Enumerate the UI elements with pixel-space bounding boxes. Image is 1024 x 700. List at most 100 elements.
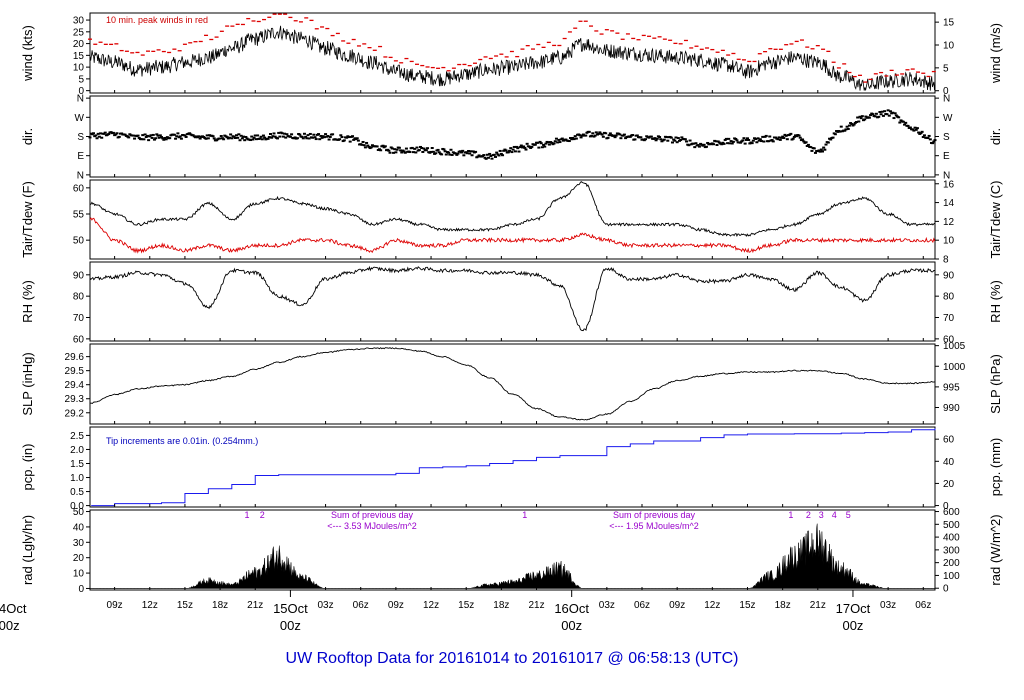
rh-panel-frame: [89, 261, 936, 342]
radiation-hour-mark: 2: [806, 510, 811, 520]
temp-right-tick-label: 12: [943, 217, 955, 228]
slp-left-tick-label: 29.6: [65, 352, 85, 363]
temp-left-tick-label: 55: [73, 210, 85, 221]
dir-right-axis-label: dir.: [988, 128, 1003, 145]
pcp-right-tick-label: 0: [943, 501, 949, 512]
wind-right-tick-label: 0: [943, 86, 949, 97]
radiation-daily-sum-title: Sum of previous day: [331, 510, 414, 520]
temp-left-axis-label: Tair/Tdew (F): [20, 181, 35, 258]
wind-left-tick-label: 10: [73, 63, 85, 74]
pcp-right-tick-label: 40: [943, 457, 955, 468]
radiation-hour-mark: 1: [245, 510, 250, 520]
pcp-left-tick-label: 1.0: [70, 473, 84, 484]
hour-tick-label: 21z: [810, 600, 826, 611]
radiation-daily-sum-value: <--- 1.95 MJoules/m^2: [609, 521, 699, 531]
wind-left-tick-label: 5: [78, 74, 84, 85]
pcp-left-tick-label: 2.0: [70, 445, 84, 456]
hour-tick-label: 12z: [423, 600, 439, 611]
rad-right-tick-label: 500: [943, 520, 960, 531]
pcp-left-tick-label: 0.5: [70, 487, 84, 498]
solar-radiation-series: [89, 523, 936, 589]
rh-right-tick-label: 70: [943, 313, 955, 324]
radiation-hour-mark: 5: [846, 510, 851, 520]
slp-left-tick-label: 29.5: [65, 366, 85, 377]
hour-tick-label: 15z: [739, 600, 755, 611]
rh-right-tick-label: 60: [943, 334, 955, 345]
rad-left-tick-label: 20: [73, 553, 85, 564]
hour-tick-label: 21z: [247, 600, 263, 611]
rad-left-tick-label: 0: [78, 584, 84, 595]
dir-left-tick-label: S: [77, 132, 84, 143]
hour-tick-label: 18z: [775, 600, 791, 611]
rad-right-tick-label: 600: [943, 507, 960, 518]
hour-tick-label: 15z: [458, 600, 474, 611]
rad-left-tick-label: 30: [73, 538, 85, 549]
rad-left-tick-label: 40: [73, 522, 85, 533]
wind-left-axis-label: wind (kts): [20, 25, 35, 82]
wind-right-tick-label: 10: [943, 41, 955, 52]
dir-left-tick-label: N: [77, 94, 84, 105]
rh-left-tick-label: 70: [73, 313, 85, 324]
hour-tick-label: 03z: [599, 600, 615, 611]
air-temperature-series: [89, 181, 936, 238]
dir-right-tick-label: E: [943, 151, 950, 162]
rh-left-tick-label: 90: [73, 270, 85, 281]
radiation-hour-mark: 4: [832, 510, 837, 520]
dir-left-tick-label: W: [75, 113, 85, 124]
slp-right-tick-label: 1005: [943, 341, 966, 352]
dir-panel-frame: [89, 95, 936, 178]
dewpoint-series: [89, 217, 936, 254]
pcp-right-tick-label: 20: [943, 479, 955, 490]
day-hour-label: 00z: [0, 618, 20, 633]
rad-left-tick-label: 10: [73, 569, 85, 580]
day-hour-label: 00z: [561, 618, 582, 633]
wind-right-tick-label: 15: [943, 18, 955, 29]
pcp-left-axis-label: pcp. (in): [20, 444, 35, 491]
slp-panel-frame: [89, 343, 936, 425]
rad-right-tick-label: 200: [943, 558, 960, 569]
wind-panel-frame: [89, 12, 936, 94]
hour-tick-label: 18z: [212, 600, 228, 611]
rad-left-axis-label: rad (Lgly/hr): [20, 515, 35, 585]
rad-right-tick-label: 100: [943, 571, 960, 582]
hour-tick-label: 12z: [142, 600, 158, 611]
hour-tick-label: 15z: [177, 600, 193, 611]
tip-increment-annotation: Tip increments are 0.01in. (0.254mm.): [106, 436, 258, 446]
rad-right-tick-label: 400: [943, 533, 960, 544]
temp-right-tick-label: 8: [943, 255, 949, 266]
wind-left-tick-label: 25: [73, 27, 85, 38]
rh-left-tick-label: 60: [73, 334, 85, 345]
rh-right-tick-label: 90: [943, 270, 955, 281]
hour-tick-label: 06z: [353, 600, 369, 611]
dir-left-tick-label: N: [77, 170, 84, 181]
footer-title: UW Rooftop Data for 20161014 to 20161017…: [285, 650, 739, 667]
radiation-daily-sum-value: <--- 3.53 MJoules/m^2: [327, 521, 417, 531]
pcp-left-tick-label: 2.5: [70, 431, 84, 442]
pcp-panel-frame: [89, 426, 936, 508]
wind-left-tick-label: 30: [73, 16, 85, 27]
peak-wind-annotation: 10 min. peak winds in red: [106, 15, 208, 25]
dir-left-tick-label: E: [77, 151, 84, 162]
temp-right-tick-label: 10: [943, 236, 955, 247]
day-hour-label: 00z: [842, 618, 863, 633]
rh-right-tick-label: 80: [943, 292, 955, 303]
wind-right-tick-label: 5: [943, 63, 949, 74]
slp-left-tick-label: 29.4: [65, 380, 85, 391]
radiation-hour-mark: 2: [260, 510, 265, 520]
slp-left-tick-label: 29.3: [65, 394, 85, 405]
wind-left-tick-label: 20: [73, 39, 85, 50]
day-hour-label: 00z: [280, 618, 301, 633]
dir-right-tick-label: W: [943, 113, 953, 124]
rh-right-axis-label: RH (%): [988, 280, 1003, 323]
hour-tick-label: 06z: [634, 600, 650, 611]
hour-tick-label: 03z: [880, 600, 896, 611]
slp-left-axis-label: SLP (inHg): [20, 352, 35, 415]
day-date-label: 14Oct: [0, 601, 27, 616]
dir-right-tick-label: N: [943, 94, 950, 105]
pcp-left-tick-label: 0.0: [70, 501, 84, 512]
hour-tick-label: 09z: [107, 600, 123, 611]
hour-tick-label: 09z: [388, 600, 404, 611]
rh-left-tick-label: 80: [73, 292, 85, 303]
temp-left-tick-label: 60: [73, 183, 85, 194]
